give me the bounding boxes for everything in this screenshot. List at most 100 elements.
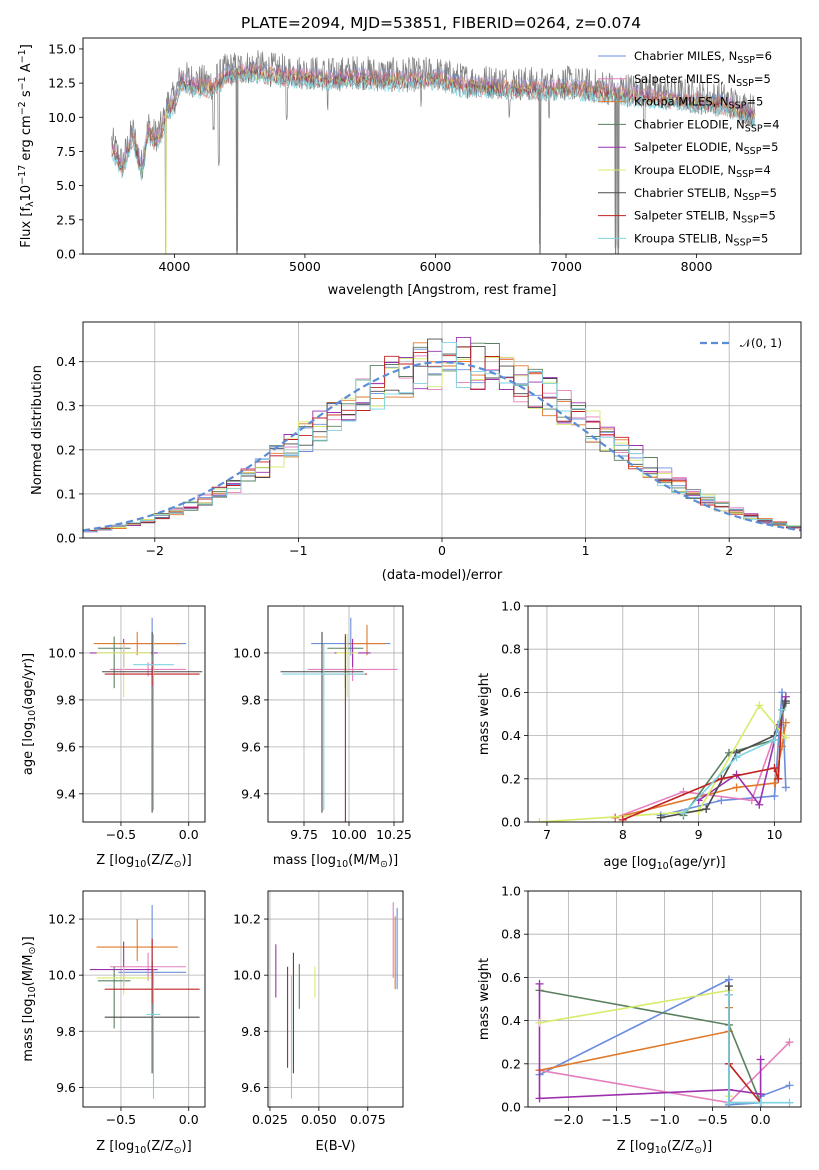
label-part: SSP — [734, 237, 752, 248]
label-part: 10 — [134, 1145, 146, 1156]
label-part: Z [log — [96, 853, 134, 868]
label-part: =5 — [760, 186, 777, 200]
weight-marker — [732, 783, 741, 792]
label-part: ⊙ — [380, 859, 388, 870]
label-part: =4 — [763, 117, 780, 131]
label-part: 10 — [27, 710, 38, 722]
weight-marker — [755, 701, 764, 710]
weight-marker — [770, 779, 779, 788]
label-part: −17 — [17, 165, 28, 185]
label-part: ] — [19, 44, 34, 49]
legend-entry: Chabrier MILES, NSSP=6 — [634, 49, 772, 66]
label-part: Chabrier ELODIE, N — [634, 117, 745, 131]
y-axis-label: Normed distribution — [30, 365, 45, 495]
tick-label-x: 10.25 — [376, 827, 412, 842]
age_vs_Z-panel: −0.5 0.09.49.69.810.0Z [log10(Z/Z⊙)]age [… — [21, 605, 206, 870]
label-part: SSP — [736, 78, 754, 89]
spectrum-panel: 4000 5000 6000 7000 8000 0.0 2.5 5.0 7.5 10.0 12.5… — [17, 37, 802, 298]
label-part: 10 — [27, 986, 38, 998]
legend-entry: Kroupa STELIB, NSSP=5 — [634, 231, 768, 248]
figure-title: PLATE=2094, MJD=53851, FIBERID=0264, z=0… — [241, 14, 641, 32]
label-part: =5 — [759, 209, 776, 223]
label-part: age [log — [603, 855, 656, 870]
tick-label-y: 0.4 — [501, 1013, 521, 1028]
label-part: (Z/Z — [146, 853, 173, 868]
tick-label-y: 9.6 — [241, 739, 261, 754]
tick-label-x: 2 — [725, 543, 733, 558]
label-part: SSP — [737, 55, 755, 66]
weight-marker — [747, 796, 756, 805]
tick-label-x: −1 — [289, 543, 307, 558]
tick-label-y: 0.2 — [501, 1056, 521, 1071]
label-part: SSP — [736, 169, 754, 180]
tick-label-y: 10.0 — [48, 110, 76, 125]
label-part: (age/yr)] — [21, 653, 36, 710]
tick-label-x: 0.0 — [179, 827, 199, 842]
model-spectrum — [111, 71, 756, 180]
tick-label-y: 0.0 — [56, 247, 76, 262]
weight-marker — [702, 805, 711, 814]
tick-label-y: 0.1 — [56, 486, 76, 501]
label-part: =6 — [755, 49, 772, 63]
label-part: s — [19, 90, 34, 101]
y-axis-label: mass weight — [477, 673, 492, 755]
weight-marker — [770, 735, 779, 744]
label-part: Kroupa MILES, N — [634, 95, 729, 109]
tick-label-y: 5.0 — [56, 178, 76, 193]
y-axis-label: Flux [fλ10−17 erg cm−2 s−1 A−1] — [17, 44, 36, 248]
label-part: =4 — [754, 163, 771, 177]
weight-marker — [785, 1081, 794, 1090]
weight-marker — [756, 1090, 765, 1099]
legend-entry: Chabrier ELODIE, NSSP=4 — [634, 117, 780, 134]
label-part: (Z/Z — [146, 1139, 173, 1154]
y-axis-label: age [log10(age/yr)] — [21, 653, 38, 775]
tick-label-y: 9.6 — [241, 1080, 261, 1095]
label-part: )] — [182, 853, 192, 868]
x-axis-label: E(B-V) — [315, 1139, 355, 1154]
label-part: mass weight — [477, 958, 492, 1040]
x-axis-label: wavelength [Angstrom, rest frame] — [328, 283, 557, 298]
tick-label-y: 0.0 — [501, 1100, 521, 1115]
tick-label-y: 10.0 — [233, 968, 261, 983]
label-part: 10 — [655, 1145, 667, 1156]
tick-label-x: 4000 — [158, 259, 190, 274]
weight-marker — [778, 705, 787, 714]
tick-label-x: 9 — [695, 827, 703, 842]
weight-marker — [618, 815, 627, 822]
label-part: (M/M — [348, 853, 380, 868]
label-part: SSP — [744, 146, 762, 157]
label-part: −1 — [17, 76, 28, 90]
weight-marker — [755, 800, 764, 809]
tick-label-y: 9.8 — [241, 692, 261, 707]
y-axis-label: mass weight — [477, 958, 492, 1040]
tick-label-x: −2.0 — [553, 1112, 583, 1127]
tick-label-y: 1.0 — [501, 884, 521, 899]
tick-label-y: 0.2 — [56, 442, 76, 457]
label-part: mass [log — [273, 853, 336, 868]
legend-entry: Kroupa ELODIE, NSSP=4 — [634, 163, 771, 180]
axes-frame — [82, 37, 802, 255]
histogram-series — [83, 341, 801, 534]
weight-marker — [778, 688, 787, 697]
weight-marker — [724, 982, 733, 991]
tick-label-y: 9.8 — [56, 1024, 76, 1039]
weight-marker — [781, 697, 790, 706]
errorbars — [275, 902, 398, 1099]
label-part: erg cm — [19, 115, 34, 164]
tick-label-y: 0.4 — [56, 354, 76, 369]
label-part: Salpeter ELODIE, N — [634, 140, 744, 154]
tick-label-y: 10.0 — [48, 968, 76, 983]
tick-label-y: 10.2 — [48, 912, 76, 927]
weight-marker — [785, 1098, 794, 1107]
weight-marker — [785, 1038, 794, 1047]
label-part: =5 — [754, 72, 771, 86]
mass_vs_Z-panel: −0.5 0.09.69.810.010.2Z [log10(Z/Z⊙)]mass… — [21, 890, 206, 1156]
tick-label-y: 9.8 — [56, 692, 76, 707]
tick-label-x: −1.0 — [649, 1112, 679, 1127]
tick-label-x: −1.5 — [601, 1112, 631, 1127]
label-part: 10 — [336, 859, 348, 870]
normal-reference-curve — [83, 360, 801, 532]
tick-label-x: 7 — [543, 827, 551, 842]
label-part: Kroupa ELODIE, N — [634, 163, 736, 177]
